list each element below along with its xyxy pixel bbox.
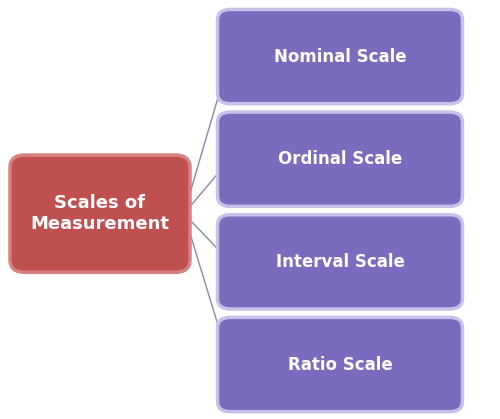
Polygon shape (450, 323, 461, 401)
Polygon shape (25, 164, 184, 168)
FancyBboxPatch shape (218, 318, 462, 411)
Polygon shape (175, 164, 184, 260)
Polygon shape (450, 117, 461, 196)
Polygon shape (230, 220, 461, 225)
Polygon shape (230, 117, 461, 122)
FancyBboxPatch shape (218, 9, 462, 104)
Polygon shape (230, 323, 461, 328)
Polygon shape (450, 220, 461, 298)
Text: Nominal Scale: Nominal Scale (274, 48, 406, 65)
Text: Interval Scale: Interval Scale (276, 253, 404, 271)
FancyBboxPatch shape (10, 155, 190, 272)
Text: Ordinal Scale: Ordinal Scale (278, 150, 402, 168)
Polygon shape (230, 15, 461, 20)
FancyBboxPatch shape (218, 215, 462, 309)
FancyBboxPatch shape (218, 112, 462, 207)
Polygon shape (450, 15, 461, 93)
Text: Scales of
Measurement: Scales of Measurement (30, 194, 170, 233)
Text: Ratio Scale: Ratio Scale (288, 356, 393, 373)
